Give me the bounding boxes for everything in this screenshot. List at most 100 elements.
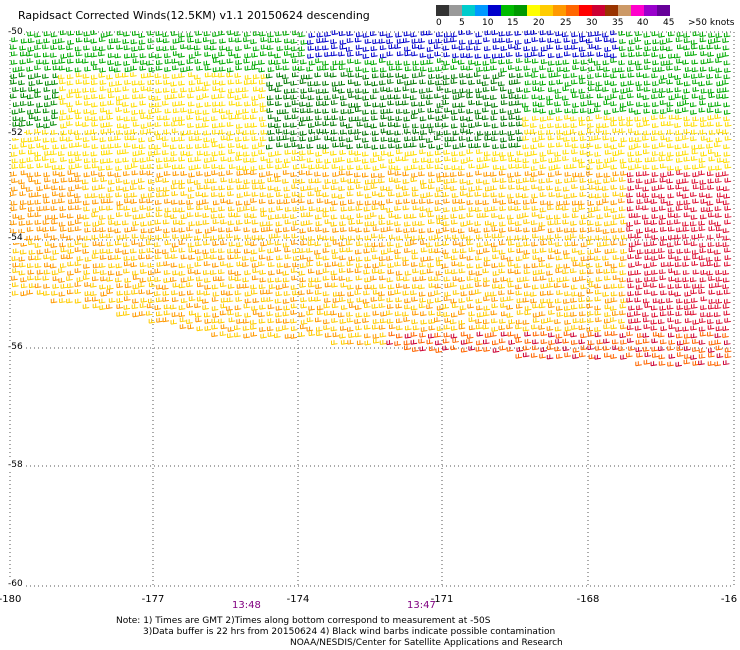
wind-barb (28, 206, 35, 212)
wind-barb (315, 214, 322, 220)
wind-barb (258, 93, 266, 99)
wind-barb (626, 221, 634, 227)
wind-barb (482, 212, 489, 218)
wind-barb (458, 45, 466, 51)
wind-barb (442, 65, 449, 71)
wind-barb (188, 165, 196, 171)
wind-barb (434, 241, 442, 247)
wind-barb (338, 291, 345, 297)
wind-barb (148, 53, 156, 59)
wind-barb (668, 95, 676, 101)
wind-barb (131, 143, 139, 149)
wind-barb (668, 353, 676, 359)
wind-barb (227, 157, 235, 163)
lat-label: -50 (7, 27, 24, 37)
wind-barb (596, 93, 604, 99)
wind-barb (658, 346, 665, 352)
wind-barb (548, 310, 555, 316)
wind-barb (268, 86, 276, 92)
wind-barb (700, 116, 707, 122)
wind-barb (282, 74, 289, 80)
wind-barb (250, 331, 258, 337)
wind-barb (426, 137, 433, 143)
wind-barb (331, 30, 339, 36)
wind-barb (186, 226, 193, 232)
wind-barb (562, 59, 570, 65)
wind-barb (274, 87, 282, 93)
wind-barb (522, 319, 530, 325)
wind-barb (98, 37, 106, 43)
wind-barb (340, 200, 347, 206)
wind-barb (538, 86, 545, 92)
wind-barb (402, 290, 410, 296)
wind-barb (698, 347, 706, 353)
wind-barb (411, 109, 419, 115)
wind-barb (410, 87, 418, 93)
wind-barb (514, 263, 521, 269)
wind-barb (107, 214, 115, 220)
wind-barb (250, 170, 257, 176)
wind-barb (316, 269, 323, 275)
wind-barb (628, 247, 636, 253)
wind-barb (43, 38, 51, 44)
wind-barb (474, 289, 482, 295)
wind-barb (68, 199, 75, 205)
wind-barb (546, 44, 554, 50)
wind-barb (131, 46, 138, 52)
wind-barb (610, 93, 617, 99)
wind-barb (571, 324, 578, 330)
wind-barb (723, 60, 731, 66)
wind-barb (299, 324, 307, 330)
wind-barb (610, 37, 617, 43)
wind-barb (354, 128, 362, 134)
wind-barb (340, 101, 348, 107)
wind-barb (346, 123, 353, 129)
wind-barb (218, 30, 225, 36)
wind-barb (300, 59, 307, 65)
wind-barb (594, 31, 602, 37)
wind-barb (236, 193, 244, 199)
wind-barb (522, 193, 529, 199)
wind-barb (292, 262, 300, 268)
wind-barb (387, 100, 395, 106)
wind-barb (635, 290, 642, 296)
wind-barb (724, 247, 731, 253)
wind-barb (155, 297, 163, 303)
wind-barb (539, 151, 547, 157)
wind-barb (546, 270, 553, 276)
wind-barb (402, 205, 410, 211)
wind-barb (298, 332, 306, 338)
wind-barb (316, 234, 324, 240)
wind-barb (651, 144, 659, 150)
wind-barb (722, 326, 730, 332)
wind-barb (579, 150, 587, 156)
wind-barb (244, 122, 252, 128)
wind-barb (291, 72, 299, 78)
wind-barb (92, 268, 100, 274)
wind-barb (372, 165, 380, 171)
wind-barb (154, 277, 161, 283)
wind-barb (499, 318, 506, 324)
wind-barb (675, 326, 682, 332)
wind-barb (322, 212, 330, 218)
wind-barb (419, 212, 427, 218)
wind-barb (76, 256, 84, 262)
wind-barb (643, 149, 650, 155)
wind-barb (610, 317, 617, 323)
wind-barb (491, 326, 499, 332)
wind-barb (34, 65, 41, 71)
wind-barb (82, 122, 89, 128)
wind-barb (92, 65, 100, 71)
wind-barb (59, 136, 67, 142)
wind-barb (66, 102, 74, 108)
wind-barb (426, 339, 434, 345)
wind-barb (316, 198, 324, 204)
wind-barb (362, 172, 369, 178)
wind-barb (563, 312, 571, 318)
wind-barb (692, 164, 699, 170)
wind-barb (44, 65, 52, 71)
wind-barb (322, 255, 330, 261)
wind-barb (602, 60, 610, 66)
wind-barb (251, 136, 259, 142)
wind-barb (60, 226, 67, 232)
